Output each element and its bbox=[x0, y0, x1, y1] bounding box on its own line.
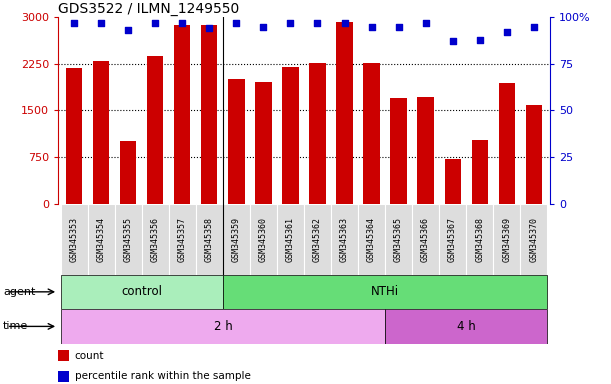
Point bbox=[123, 27, 133, 33]
Bar bbox=[60, 275, 223, 309]
Text: GSM345355: GSM345355 bbox=[124, 217, 133, 262]
Text: 4 h: 4 h bbox=[457, 320, 475, 333]
Bar bbox=[417, 98, 434, 204]
Bar bbox=[169, 204, 196, 275]
Bar bbox=[142, 204, 169, 275]
Text: GDS3522 / ILMN_1249550: GDS3522 / ILMN_1249550 bbox=[58, 2, 240, 16]
Bar bbox=[58, 371, 68, 382]
Bar bbox=[525, 105, 542, 204]
Bar bbox=[358, 204, 385, 275]
Bar bbox=[331, 204, 358, 275]
Text: GSM345369: GSM345369 bbox=[502, 217, 511, 262]
Bar bbox=[385, 204, 412, 275]
Bar bbox=[223, 204, 250, 275]
Bar bbox=[499, 83, 514, 204]
Bar bbox=[309, 63, 326, 204]
Bar bbox=[439, 204, 466, 275]
Bar bbox=[66, 68, 82, 204]
Point bbox=[205, 25, 214, 31]
Point bbox=[529, 23, 538, 30]
Text: NTHi: NTHi bbox=[371, 285, 399, 298]
Point bbox=[313, 20, 323, 26]
Point bbox=[285, 20, 295, 26]
Bar bbox=[412, 204, 439, 275]
Text: GSM345363: GSM345363 bbox=[340, 217, 349, 262]
Text: agent: agent bbox=[3, 287, 35, 297]
Text: GSM345370: GSM345370 bbox=[529, 217, 538, 262]
Bar bbox=[250, 204, 277, 275]
Point bbox=[70, 20, 79, 26]
Bar bbox=[58, 350, 68, 361]
Text: count: count bbox=[75, 351, 104, 361]
Text: GSM345360: GSM345360 bbox=[259, 217, 268, 262]
Point bbox=[340, 20, 349, 26]
Text: GSM345368: GSM345368 bbox=[475, 217, 484, 262]
Bar bbox=[390, 98, 407, 204]
Bar bbox=[120, 141, 136, 204]
Text: time: time bbox=[3, 321, 28, 331]
Point bbox=[97, 20, 106, 26]
Bar bbox=[60, 204, 88, 275]
Bar bbox=[201, 25, 218, 204]
Bar bbox=[364, 63, 379, 204]
Text: GSM345356: GSM345356 bbox=[151, 217, 160, 262]
Point bbox=[177, 20, 187, 26]
Text: percentile rank within the sample: percentile rank within the sample bbox=[75, 371, 251, 381]
Bar bbox=[93, 61, 109, 204]
Text: GSM345359: GSM345359 bbox=[232, 217, 241, 262]
Bar bbox=[472, 139, 488, 204]
Bar bbox=[147, 56, 163, 204]
Bar bbox=[255, 83, 271, 204]
Bar bbox=[229, 79, 244, 204]
Point bbox=[448, 38, 458, 45]
Text: GSM345357: GSM345357 bbox=[178, 217, 187, 262]
Point bbox=[258, 23, 268, 30]
Bar bbox=[282, 67, 299, 204]
Point bbox=[502, 29, 511, 35]
Text: GSM345353: GSM345353 bbox=[70, 217, 79, 262]
Bar bbox=[174, 25, 191, 204]
Bar bbox=[115, 204, 142, 275]
Text: GSM345362: GSM345362 bbox=[313, 217, 322, 262]
Bar bbox=[223, 275, 547, 309]
Point bbox=[232, 20, 241, 26]
Bar bbox=[466, 204, 493, 275]
Text: GSM345358: GSM345358 bbox=[205, 217, 214, 262]
Point bbox=[150, 20, 160, 26]
Text: GSM345361: GSM345361 bbox=[286, 217, 295, 262]
Text: control: control bbox=[122, 285, 163, 298]
Bar bbox=[304, 204, 331, 275]
Bar bbox=[60, 309, 385, 344]
Bar bbox=[337, 22, 353, 204]
Bar bbox=[444, 159, 461, 204]
Text: GSM345354: GSM345354 bbox=[97, 217, 106, 262]
Text: GSM345367: GSM345367 bbox=[448, 217, 457, 262]
Text: 2 h: 2 h bbox=[213, 320, 232, 333]
Bar bbox=[196, 204, 223, 275]
Bar bbox=[385, 309, 547, 344]
Point bbox=[393, 23, 403, 30]
Text: GSM345365: GSM345365 bbox=[394, 217, 403, 262]
Bar bbox=[493, 204, 520, 275]
Point bbox=[367, 23, 376, 30]
Bar bbox=[88, 204, 115, 275]
Text: GSM345364: GSM345364 bbox=[367, 217, 376, 262]
Text: GSM345366: GSM345366 bbox=[421, 217, 430, 262]
Point bbox=[475, 36, 485, 43]
Bar bbox=[277, 204, 304, 275]
Point bbox=[421, 20, 431, 26]
Bar bbox=[520, 204, 547, 275]
